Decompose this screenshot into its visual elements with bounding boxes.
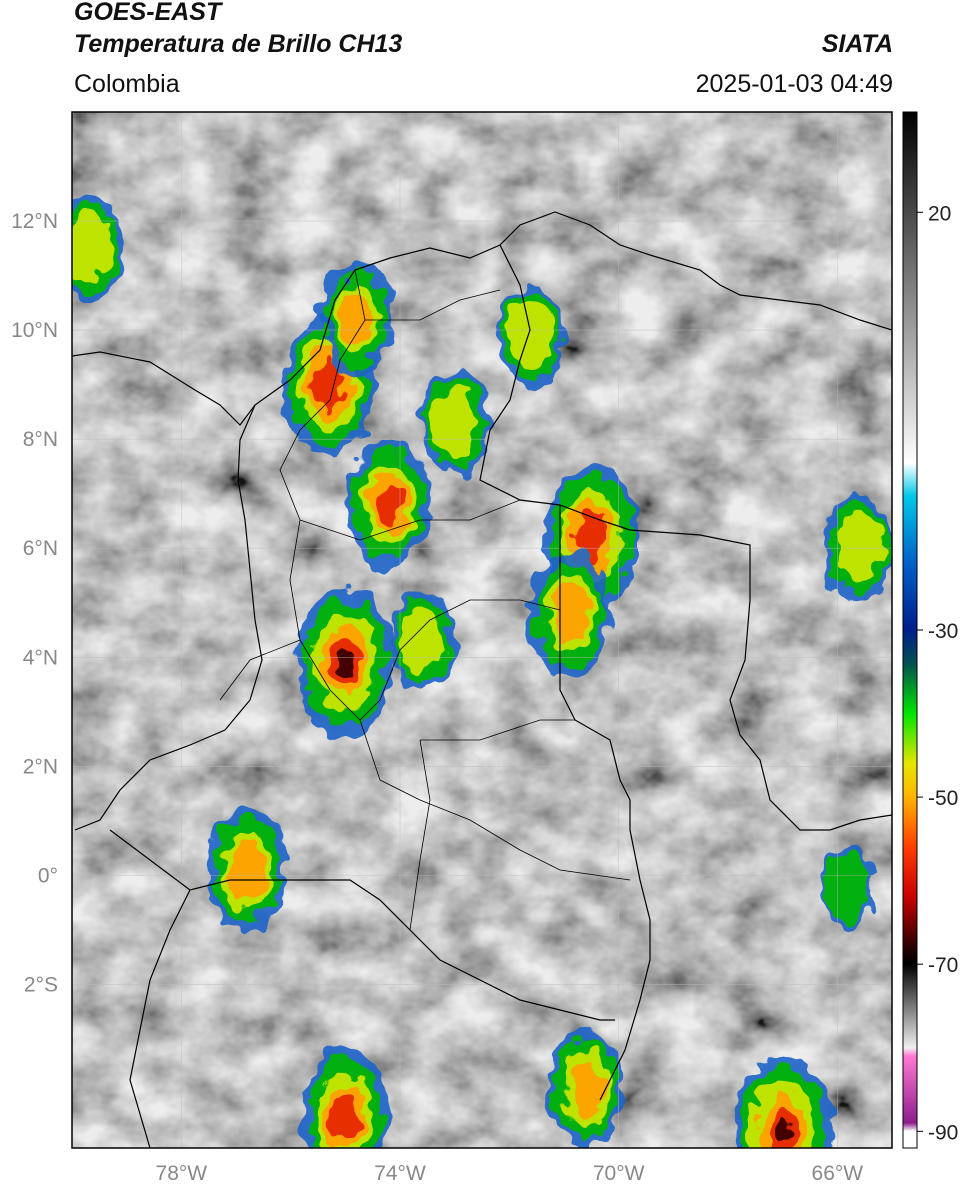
convective-cell: [420, 368, 490, 477]
cell-ring: [338, 292, 374, 347]
convective-cell: [529, 551, 609, 676]
lon-tick-label: 74°W: [374, 1162, 426, 1185]
colorbar-tick-label: -30: [928, 620, 958, 643]
lon-tick-label: 66°W: [812, 1162, 864, 1185]
cell-ring: [331, 1093, 360, 1137]
cell-ring: [227, 840, 266, 900]
convective-cell: [320, 262, 393, 376]
region-label: Colombia: [74, 70, 180, 98]
border-colombia-peru: [270, 879, 615, 1021]
colorbar: [902, 111, 918, 1149]
convective-cell: [822, 845, 875, 928]
coastline-pacific: [74, 404, 263, 831]
lat-tick-label: 8°N: [23, 428, 58, 451]
convective-cell: [389, 589, 455, 693]
timestamp: 2025-01-03 04:49: [695, 70, 893, 98]
satellite-name: GOES-EAST: [74, 0, 222, 26]
lat-tick-label: 6°N: [23, 537, 58, 560]
lat-tick-label: 12°N: [11, 210, 58, 233]
lat-tick-label: 0°: [38, 864, 58, 887]
cell-ring: [400, 607, 444, 675]
product-title: Temperatura de Brillo CH13: [74, 30, 403, 58]
lat-tick-label: 2°S: [24, 973, 58, 996]
convective-cell: [498, 284, 564, 387]
lat-tick-label: 2°N: [23, 755, 58, 778]
colorbar-tick-label: -70: [928, 954, 958, 977]
convective-cell: [297, 587, 394, 738]
border-ecuador-peru: [109, 829, 270, 1148]
cell-ring: [375, 483, 403, 526]
border-colombia-venezuela: [479, 244, 892, 831]
convective-cell: [548, 1028, 624, 1148]
latitude-labels: 12°N 10°N 8°N 6°N 4°N 2°N 0° 2°S: [11, 210, 58, 996]
cell-ring: [774, 1119, 791, 1145]
internal-boundaries: [219, 269, 631, 931]
convective-cell: [207, 808, 287, 932]
lat-tick-label: 4°N: [23, 646, 58, 669]
graticule: [72, 112, 892, 1148]
cell-ring: [432, 387, 478, 458]
colorbar-tick-label: 20: [928, 202, 951, 225]
cell-ring: [550, 584, 589, 644]
border-colombia-brazil: [559, 505, 651, 1101]
cell-ring: [826, 851, 871, 921]
agency-label: SIATA: [821, 30, 893, 58]
convective-cell: [72, 194, 123, 303]
cell-ring: [576, 514, 607, 561]
convective-cell: [302, 1048, 389, 1148]
colorbar-tick-label: -50: [928, 787, 958, 810]
lon-tick-label: 70°W: [593, 1162, 645, 1185]
colorbar-ticks: 20 -30 -50 -70 -90: [917, 202, 958, 1144]
borders: [72, 211, 892, 1148]
lon-tick-label: 78°W: [156, 1162, 208, 1185]
cell-ring: [337, 650, 354, 675]
coastline: [72, 211, 892, 426]
cloud-texture: [72, 112, 892, 1148]
map-frame: [71, 111, 893, 1149]
cell-ring: [509, 302, 553, 369]
convective-cell: [733, 1054, 833, 1148]
cell-ring: [567, 1059, 605, 1117]
cell-ring: [72, 213, 111, 284]
lat-tick-label: 10°N: [11, 319, 58, 342]
convective-cell: [347, 440, 431, 569]
colorbar-tick-label: -90: [928, 1121, 958, 1144]
longitude-labels: 78°W 74°W 70°W 66°W: [156, 1162, 864, 1185]
